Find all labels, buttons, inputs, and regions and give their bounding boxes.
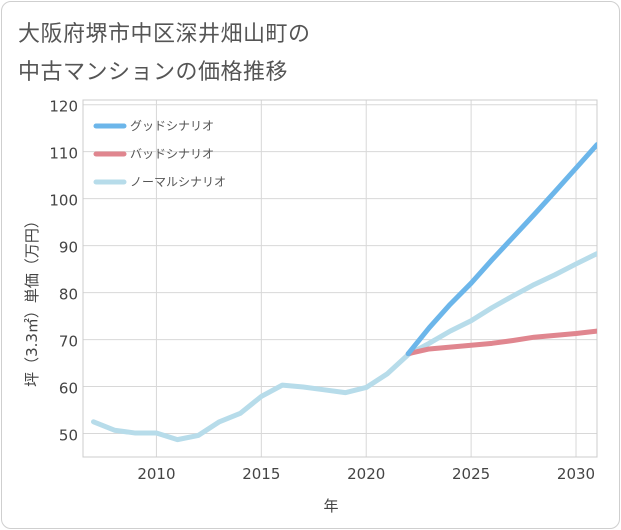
title-line-2: 中古マンションの価格推移 [18, 60, 289, 85]
legend-label-1: バッドシナリオ [130, 147, 214, 161]
grid-lines [83, 100, 597, 457]
chart-title: 大阪府堺市中区深井畑山町の 中古マンションの価格推移 [18, 16, 578, 92]
plot-area [82, 99, 598, 458]
x-tick-label: 2010 [137, 465, 175, 483]
legend-label-2: ノーマルシナリオ [130, 175, 226, 189]
legend-label-0: グッドシナリオ [130, 119, 214, 133]
y-tick-label: 80 [59, 286, 78, 304]
series-lines [90, 142, 597, 443]
x-tick-label: 2020 [347, 465, 385, 483]
series-line-1 [405, 328, 597, 357]
y-axis-label: 坪（3.3㎡）単価（万円） [23, 213, 41, 387]
y-axis-ticks: 50 60 70 80 90 100 110 120 [49, 98, 78, 445]
x-axis-label: 年 [323, 497, 338, 515]
x-axis-ticks: 2010 2015 2020 2025 2030 [137, 465, 595, 483]
y-tick-label: 110 [49, 145, 78, 163]
series-line-2 [90, 251, 597, 443]
y-tick-label: 100 [49, 192, 78, 210]
y-tick-label: 70 [59, 333, 78, 351]
title-line-1: 大阪府堺市中区深井畑山町の [18, 22, 311, 47]
y-tick-label: 120 [49, 98, 78, 116]
y-tick-label: 60 [59, 380, 78, 398]
x-tick-label: 2015 [242, 465, 280, 483]
series-line-0 [405, 142, 597, 357]
y-tick-label: 90 [59, 239, 78, 257]
x-tick-label: 2030 [557, 465, 595, 483]
x-tick-label: 2025 [452, 465, 490, 483]
y-tick-label: 50 [59, 427, 78, 445]
